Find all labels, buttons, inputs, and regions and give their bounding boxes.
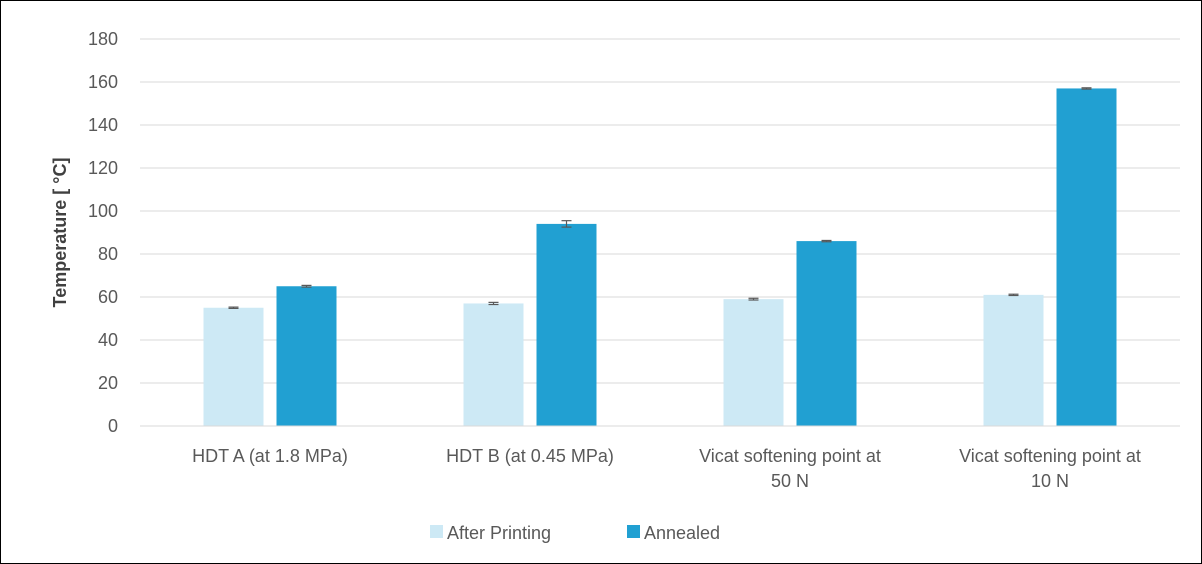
x-category-label: HDT B (at 0.45 MPa) [446,446,614,466]
x-category-label: Vicat softening point at [959,446,1141,466]
y-tick-label: 120 [88,158,118,178]
legend-swatch [430,525,443,538]
error-bar [228,306,239,309]
y-tick-label: 100 [88,201,118,221]
bars [203,88,1117,426]
x-category-label: 50 N [771,471,809,491]
y-axis-ticks: 0 20 40 60 80 100 120 140 160 180 [88,29,118,436]
y-axis-label: Temperature [ °C] [50,158,70,308]
x-category-label: HDT A (at 1.8 MPa) [192,446,348,466]
x-axis-categories: HDT A (at 1.8 MPa) HDT B (at 0.45 MPa) Vic… [192,446,1141,491]
error-bar [301,284,312,288]
error-bar [821,239,832,243]
y-tick-label: 20 [98,373,118,393]
y-tick-label: 140 [88,115,118,135]
bar-annealed [276,286,337,426]
bar-after-printing [463,303,524,426]
y-tick-label: 0 [108,416,118,436]
legend-label: After Printing [447,523,551,543]
legend: After Printing Annealed [430,523,720,543]
error-bar [748,297,759,301]
error-bar [1081,87,1092,90]
bar-after-printing [983,294,1044,426]
y-tick-label: 40 [98,330,118,350]
bar-annealed [796,241,857,426]
legend-label: Annealed [644,523,720,543]
legend-item: Annealed [627,523,720,543]
bar-after-printing [723,299,784,426]
legend-swatch [627,525,640,538]
y-tick-label: 60 [98,287,118,307]
x-category-label: Vicat softening point at [699,446,881,466]
bar-after-printing [203,307,264,426]
bar-annealed [536,223,597,426]
y-tick-label: 80 [98,244,118,264]
error-bar [488,301,499,306]
error-bar [1008,293,1019,297]
error-bars [228,87,1092,309]
legend-item: After Printing [430,523,551,543]
y-tick-label: 160 [88,72,118,92]
bar-annealed [1056,88,1117,426]
y-tick-label: 180 [88,29,118,49]
x-category-label: 10 N [1031,471,1069,491]
error-bar [561,220,572,228]
